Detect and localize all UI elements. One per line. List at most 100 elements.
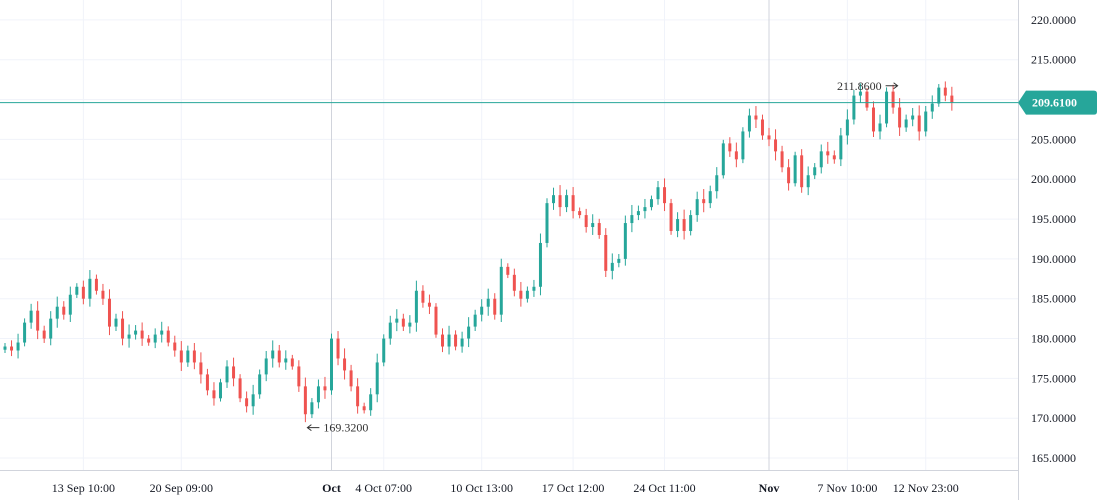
candle[interactable]	[421, 285, 425, 308]
candle[interactable]	[858, 83, 862, 103]
candle[interactable]	[447, 325, 451, 355]
candle[interactable]	[506, 263, 510, 279]
candle[interactable]	[42, 325, 46, 343]
candle[interactable]	[819, 144, 823, 174]
candle[interactable]	[173, 335, 177, 357]
candle[interactable]	[284, 350, 288, 370]
candle[interactable]	[36, 301, 40, 340]
candle[interactable]	[68, 286, 72, 322]
candle[interactable]	[937, 84, 941, 107]
candle[interactable]	[787, 159, 791, 191]
candle[interactable]	[565, 189, 569, 213]
candle[interactable]	[728, 137, 732, 157]
candle[interactable]	[898, 98, 902, 136]
candle[interactable]	[617, 254, 621, 268]
candle[interactable]	[369, 388, 373, 416]
candle[interactable]	[695, 191, 699, 222]
candle[interactable]	[251, 384, 255, 415]
candle[interactable]	[512, 268, 516, 297]
candle[interactable]	[316, 379, 320, 409]
candle[interactable]	[663, 178, 667, 212]
candle[interactable]	[806, 166, 810, 196]
candle[interactable]	[225, 360, 229, 388]
candle[interactable]	[597, 218, 601, 239]
candle[interactable]	[401, 313, 405, 332]
candle[interactable]	[473, 309, 477, 332]
candle[interactable]	[88, 270, 92, 307]
candle[interactable]	[571, 187, 575, 219]
candle[interactable]	[153, 328, 157, 349]
candle[interactable]	[911, 108, 915, 127]
candle[interactable]	[904, 114, 908, 132]
candle[interactable]	[538, 233, 542, 296]
candle[interactable]	[245, 391, 249, 413]
candle[interactable]	[408, 315, 412, 334]
candle[interactable]	[23, 318, 27, 347]
candle[interactable]	[140, 322, 144, 346]
candle[interactable]	[81, 280, 85, 305]
candle[interactable]	[388, 315, 392, 345]
candle[interactable]	[75, 283, 79, 298]
candle[interactable]	[323, 376, 327, 399]
candle[interactable]	[649, 195, 653, 211]
candle[interactable]	[55, 296, 59, 328]
candle[interactable]	[297, 360, 301, 392]
candle[interactable]	[532, 279, 536, 297]
candle[interactable]	[205, 368, 209, 396]
candle[interactable]	[10, 340, 14, 357]
candle[interactable]	[708, 185, 712, 209]
candle[interactable]	[192, 343, 196, 370]
candle[interactable]	[454, 330, 458, 351]
candle[interactable]	[715, 167, 719, 199]
candle[interactable]	[434, 303, 438, 338]
candle[interactable]	[793, 151, 797, 187]
candle[interactable]	[349, 364, 353, 392]
candle[interactable]	[623, 215, 627, 266]
candle[interactable]	[669, 198, 673, 235]
candle[interactable]	[460, 331, 464, 353]
candle[interactable]	[290, 354, 294, 370]
candle[interactable]	[101, 283, 105, 305]
candle[interactable]	[166, 326, 170, 347]
candle[interactable]	[754, 106, 758, 128]
candle[interactable]	[780, 145, 784, 173]
candle[interactable]	[525, 286, 529, 303]
candle[interactable]	[16, 333, 20, 359]
candle[interactable]	[160, 321, 164, 343]
candle[interactable]	[29, 303, 33, 329]
candle[interactable]	[199, 352, 203, 384]
candle[interactable]	[271, 340, 275, 368]
candle[interactable]	[545, 198, 549, 248]
candle[interactable]	[519, 281, 523, 307]
candle[interactable]	[107, 289, 111, 336]
candle[interactable]	[643, 198, 647, 219]
candle[interactable]	[852, 90, 856, 125]
candle[interactable]	[343, 348, 347, 380]
candle[interactable]	[94, 274, 98, 295]
candle[interactable]	[49, 311, 53, 346]
candle[interactable]	[493, 293, 497, 320]
candle[interactable]	[747, 108, 751, 138]
candle[interactable]	[865, 88, 869, 111]
candle[interactable]	[610, 253, 614, 280]
candle[interactable]	[127, 324, 131, 348]
candle[interactable]	[414, 280, 418, 332]
candle[interactable]	[258, 369, 262, 399]
candle[interactable]	[382, 334, 386, 367]
candle[interactable]	[930, 95, 934, 119]
candle[interactable]	[871, 101, 875, 138]
candle[interactable]	[924, 105, 928, 137]
candle[interactable]	[3, 342, 7, 353]
candle[interactable]	[552, 187, 556, 210]
candle[interactable]	[845, 109, 849, 145]
candle[interactable]	[813, 163, 817, 180]
candle[interactable]	[121, 311, 125, 346]
candle[interactable]	[636, 205, 640, 221]
candle[interactable]	[891, 84, 895, 114]
candle[interactable]	[467, 317, 471, 348]
candle[interactable]	[264, 350, 268, 382]
candle[interactable]	[878, 114, 882, 140]
price-axis[interactable]: 165.0000 170.0000 175.0000 180.0000 185.0000…	[1018, 0, 1077, 500]
candle[interactable]	[591, 214, 595, 235]
